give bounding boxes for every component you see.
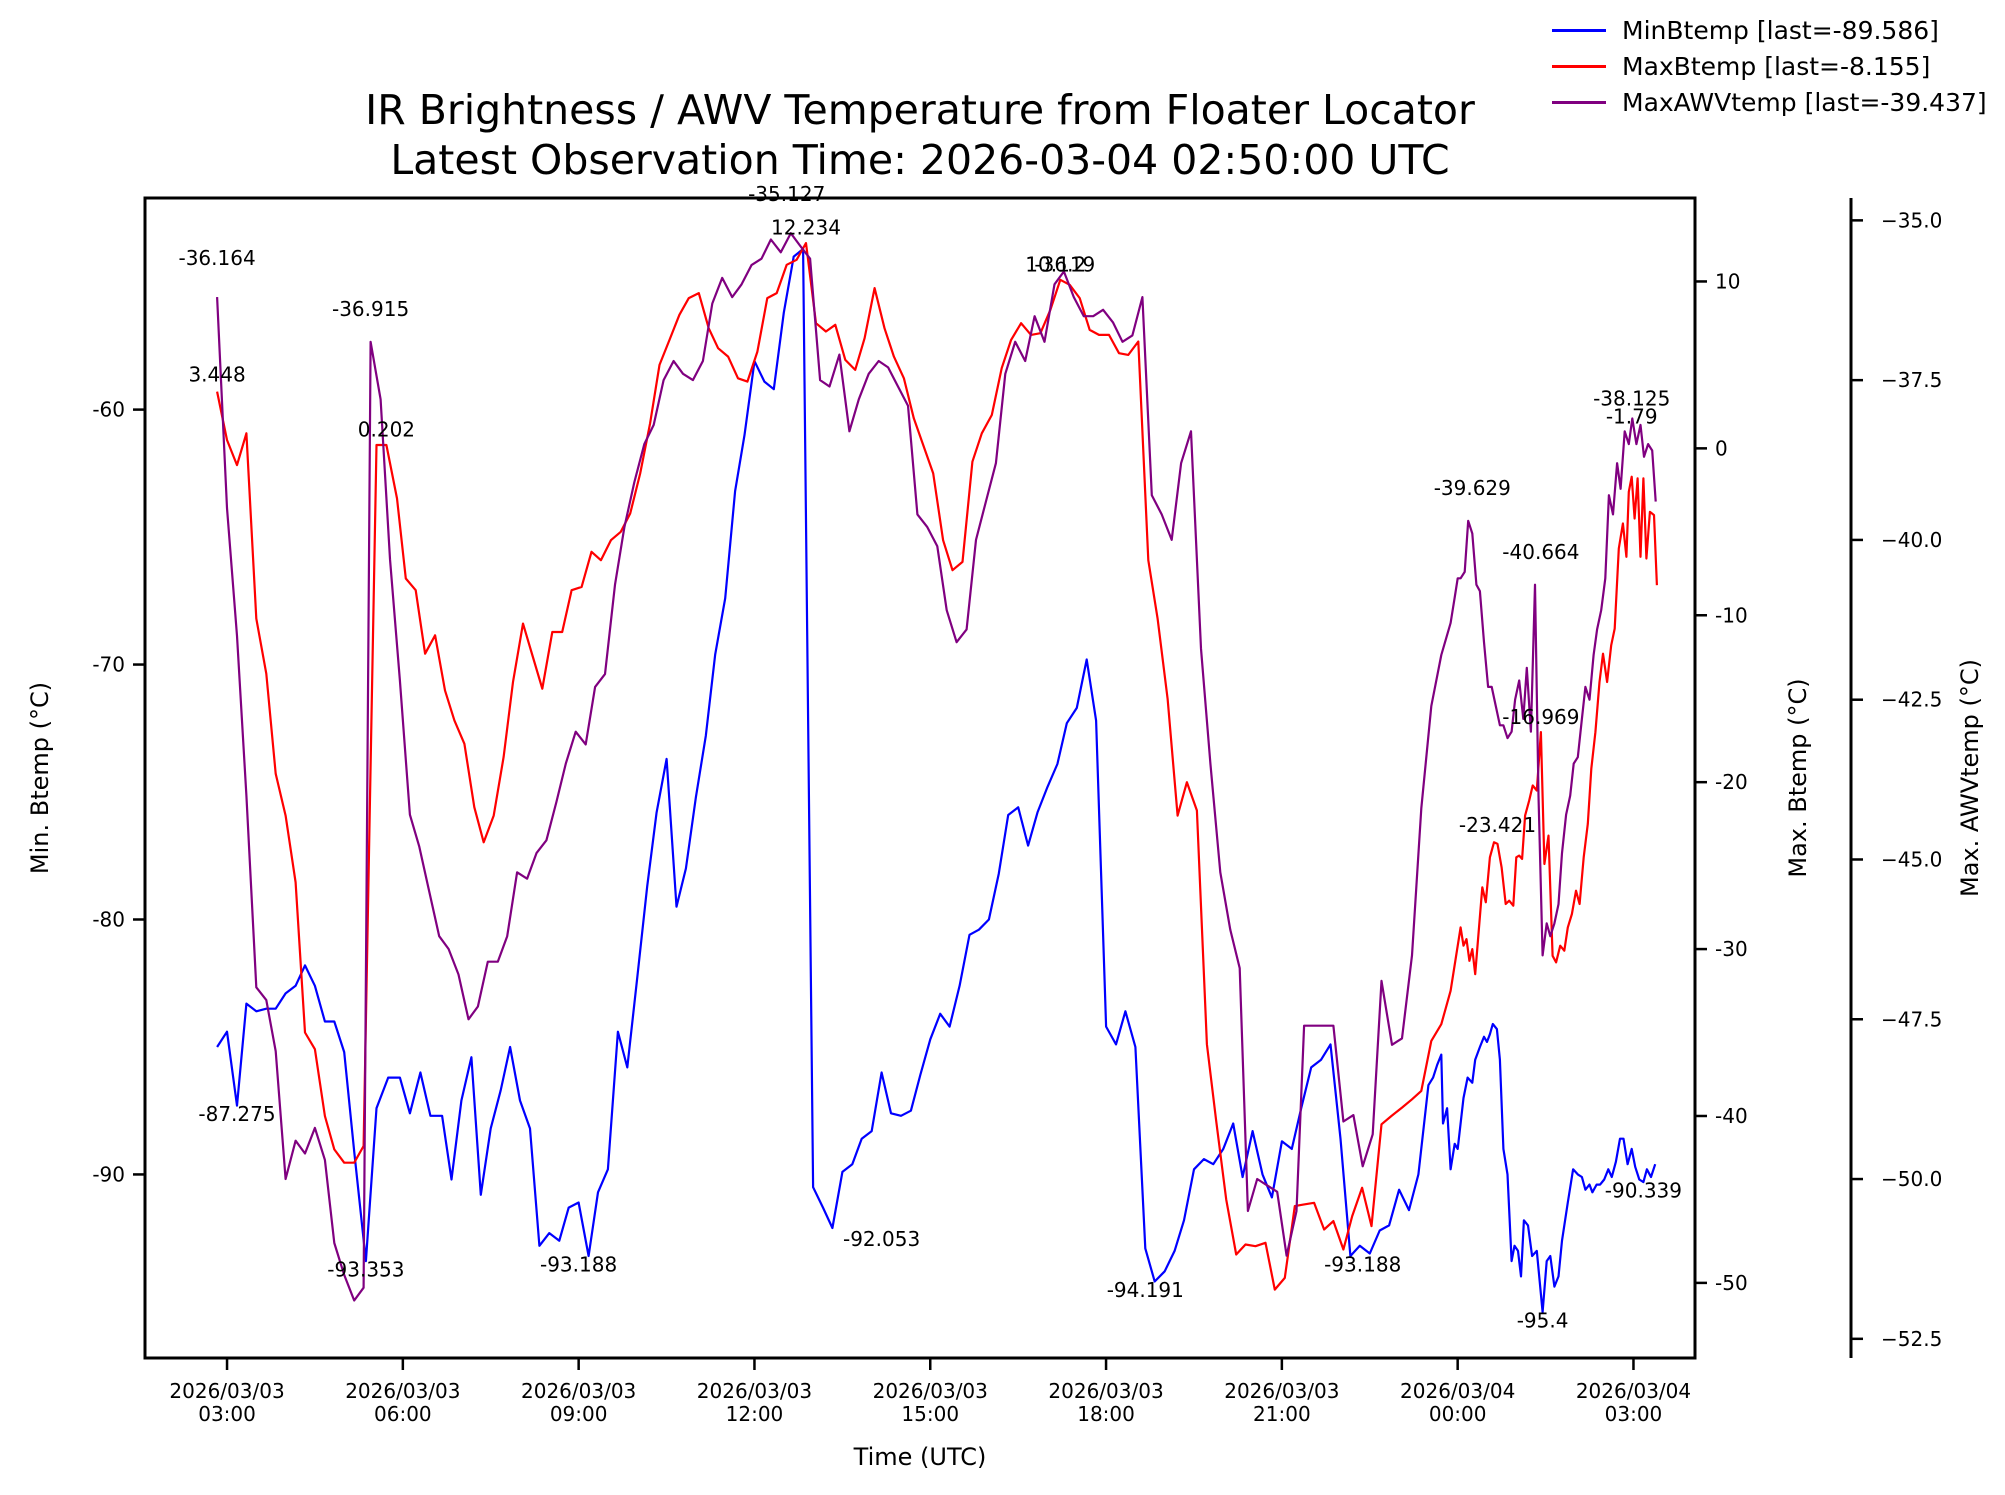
axes-layer: 2026/03/0303:002026/03/0306:002026/03/03… [26, 196, 1984, 1471]
data-annotation: -93.353 [327, 1257, 404, 1281]
legend-swatch-maxawvtemp [1552, 100, 1606, 104]
data-annotation: -87.275 [198, 1102, 275, 1126]
x-tick-label: 2026/03/04 [1576, 1379, 1691, 1403]
data-annotation: -38.125 [1593, 387, 1670, 411]
data-annotation: -35.127 [748, 182, 825, 206]
data-annotation: -93.188 [540, 1252, 617, 1276]
x-tick-label: 2026/03/03 [345, 1379, 460, 1403]
data-annotation: -93.188 [1324, 1252, 1401, 1276]
right-y-tick-label: 10 [1715, 269, 1740, 293]
x-tick-label: 21:00 [1253, 1402, 1311, 1426]
data-annotation: -40.664 [1502, 540, 1579, 564]
x-tick-label: 06:00 [374, 1402, 432, 1426]
data-annotation: -23.421 [1459, 813, 1536, 837]
series-line-maxawvtemp [216, 232, 1657, 1302]
x-tick-label: 2026/03/03 [169, 1379, 284, 1403]
right-y-tick-label: -10 [1715, 603, 1748, 627]
data-annotation: -1.79 [1606, 404, 1658, 428]
legend-label-minbtemp: MinBtemp [last=-89.586] [1622, 15, 1939, 45]
data-annotation: -94.191 [1107, 1278, 1184, 1302]
right-y-tick-label: -20 [1715, 770, 1748, 794]
series-line-maxbtemp [216, 242, 1658, 1291]
data-annotation: -36.2 [1034, 253, 1086, 277]
right-y-tick-label: -40 [1715, 1104, 1748, 1128]
legend: MinBtemp [last=-89.586] MaxBtemp [last=-… [1552, 12, 1987, 120]
legend-label-maxawvtemp: MaxAWVtemp [last=-39.437] [1622, 87, 1987, 117]
chart-title-line-1: IR Brightness / AWV Temperature from Flo… [365, 86, 1475, 134]
legend-swatch-minbtemp [1552, 28, 1606, 32]
series-layer [216, 232, 1658, 1314]
data-annotation: -36.915 [332, 297, 409, 321]
x-tick-label: 2026/03/03 [521, 1379, 636, 1403]
awv-y-axis-label: Max. AWVtemp (°C) [1956, 659, 1984, 897]
x-tick-label: 2026/03/03 [873, 1379, 988, 1403]
x-tick-label: 2026/03/03 [697, 1379, 812, 1403]
x-tick-label: 03:00 [1605, 1402, 1663, 1426]
data-annotation: -16.969 [1502, 705, 1579, 729]
awv-y-tick-label: −40.0 [1881, 528, 1942, 552]
data-annotation: 0.202 [358, 418, 415, 442]
data-annotation: -39.629 [1434, 476, 1511, 500]
awv-y-tick-label: −37.5 [1881, 368, 1942, 392]
awv-y-tick-label: −47.5 [1881, 1007, 1942, 1031]
data-annotation: 3.448 [188, 363, 245, 387]
left-y-tick-label: -80 [92, 907, 125, 931]
awv-y-tick-label: −42.5 [1881, 688, 1942, 712]
right-y-tick-label: 0 [1715, 436, 1728, 460]
legend-item-maxawvtemp: MaxAWVtemp [last=-39.437] [1552, 84, 1987, 120]
x-axis-label: Time (UTC) [853, 1443, 987, 1471]
left-y-tick-label: -60 [92, 398, 125, 422]
x-tick-label: 2026/03/03 [1224, 1379, 1339, 1403]
data-annotation: -95.4 [1517, 1308, 1569, 1332]
data-annotation: -90.339 [1605, 1178, 1682, 1202]
chart-title-line-2: Latest Observation Time: 2026-03-04 02:5… [390, 136, 1450, 184]
legend-swatch-maxbtemp [1552, 64, 1606, 68]
legend-item-minbtemp: MinBtemp [last=-89.586] [1552, 12, 1987, 48]
x-tick-label: 12:00 [726, 1402, 784, 1426]
data-annotation: 12.234 [771, 216, 841, 240]
awv-y-tick-label: −52.5 [1881, 1327, 1942, 1351]
right-y-tick-label: -50 [1715, 1271, 1748, 1295]
x-tick-label: 15:00 [901, 1402, 959, 1426]
annotation-layer: -36.164 3.448 -87.275 -36.915 0.202 -93.353 -9… [178, 182, 1682, 1332]
right-y-tick-label: -30 [1715, 937, 1748, 961]
series-line-minbtemp [216, 247, 1657, 1314]
plot-frame [143, 196, 1697, 1360]
data-annotation: -36.164 [178, 246, 255, 270]
left-y-axis-label: Min. Btemp (°C) [26, 682, 54, 874]
legend-item-maxbtemp: MaxBtemp [last=-8.155] [1552, 48, 1987, 84]
x-tick-label: 18:00 [1077, 1402, 1135, 1426]
awv-y-tick-label: −50.0 [1881, 1167, 1942, 1191]
data-annotation: -92.053 [843, 1227, 920, 1251]
x-tick-label: 09:00 [550, 1402, 608, 1426]
legend-label-maxbtemp: MaxBtemp [last=-8.155] [1622, 51, 1931, 81]
data-annotation: 10.119 [1025, 252, 1095, 276]
right-y-axis-label: Max. Btemp (°C) [1784, 678, 1812, 877]
awv-y-tick-label: −45.0 [1881, 847, 1942, 871]
awv-y-tick-label: −35.0 [1881, 208, 1942, 232]
x-tick-label: 00:00 [1429, 1402, 1487, 1426]
left-y-tick-label: -90 [92, 1162, 125, 1186]
left-y-tick-label: -70 [92, 653, 125, 677]
x-tick-label: 2026/03/03 [1048, 1379, 1163, 1403]
x-tick-label: 03:00 [198, 1402, 256, 1426]
x-tick-label: 2026/03/04 [1400, 1379, 1515, 1403]
